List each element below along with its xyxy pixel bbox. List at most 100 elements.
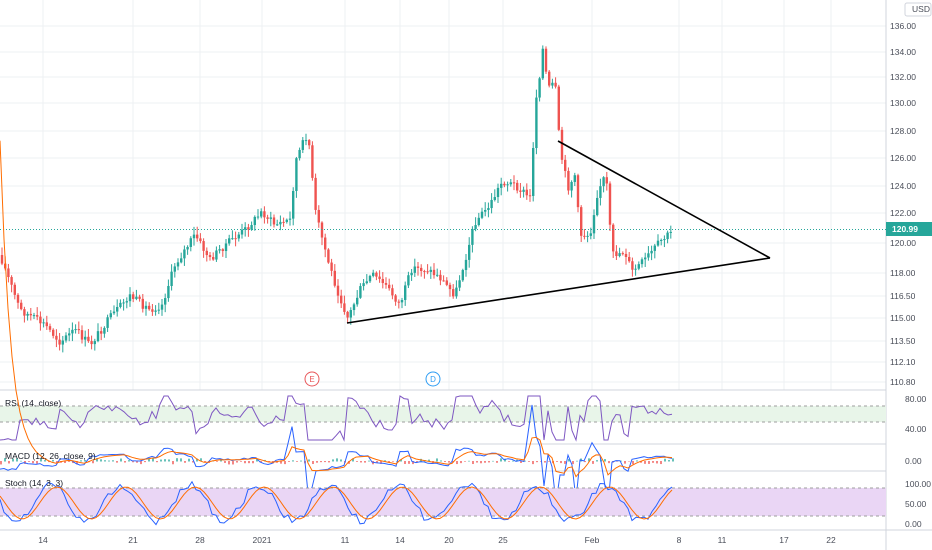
macd-histogram-bar (36, 461, 38, 464)
macd-histogram-bar (480, 461, 482, 464)
macd-histogram-bar (180, 458, 182, 462)
macd-histogram-bar (608, 461, 610, 464)
price-axis[interactable]: USD 136.00 134.00 132.00 130.00 128.00 126.00… (890, 2, 932, 387)
macd-histogram-bar (132, 461, 134, 463)
candle-body (612, 224, 615, 252)
candle-body (74, 329, 77, 331)
candle-body (71, 329, 74, 334)
macd-pane[interactable]: MACD (12, 26, close, 9) 0.00 (0, 140, 922, 504)
macd-label[interactable]: MACD (12, 26, close, 9) (5, 451, 96, 461)
macd-histogram-bar (40, 458, 42, 462)
last-price-value: 120.99 (892, 224, 918, 234)
candle-body (320, 222, 324, 238)
candle-body (554, 82, 557, 87)
macd-histogram-bar (620, 460, 622, 462)
candle-body (301, 140, 304, 150)
macd-histogram-bar (316, 461, 318, 463)
candle-body (512, 182, 516, 184)
candle-body (196, 234, 199, 239)
candle-body (93, 341, 96, 345)
candle-body (490, 199, 493, 209)
candle-body (416, 266, 420, 268)
macd-histogram-bar (576, 460, 578, 462)
candle-body (311, 145, 314, 178)
candle-body (7, 268, 10, 278)
candle-body (272, 217, 276, 225)
rsi-pane[interactable]: RSI (14, close) 80.00 40.00 (0, 394, 927, 442)
price-axis-label: 124.00 (890, 181, 916, 191)
candle-body (583, 235, 586, 237)
candle-body (186, 246, 189, 250)
macd-histogram-bar (584, 461, 586, 463)
stoch-label[interactable]: Stoch (14, 3, 3) (5, 478, 63, 488)
candle-body (650, 250, 653, 254)
macd-histogram-bar (252, 461, 254, 464)
candle-body (439, 274, 442, 281)
support-trendline[interactable] (346, 257, 771, 324)
candle-body (112, 311, 116, 314)
macd-histogram-bar (392, 461, 394, 462)
event-marker-earnings[interactable]: E (304, 371, 320, 387)
macd-histogram-bar (664, 458, 666, 462)
candle-body (36, 315, 39, 317)
candle-body (666, 232, 669, 240)
candle-body (461, 270, 464, 281)
candle-body (500, 183, 503, 188)
currency-label[interactable]: USD (912, 4, 930, 14)
macd-signal-line (0, 140, 673, 478)
candle-body (52, 329, 55, 336)
macd-histogram-bar (320, 461, 322, 463)
candle-body (29, 313, 32, 316)
macd-histogram-bar (136, 461, 138, 463)
macd-histogram-bar (564, 461, 566, 464)
macd-histogram-bar (604, 459, 606, 462)
candle-body (208, 255, 212, 258)
candle-body (132, 294, 135, 299)
macd-histogram-bar (672, 458, 674, 462)
candle-body (26, 313, 29, 316)
macd-histogram-bar (456, 461, 458, 465)
candle-body (148, 305, 151, 310)
candle-body (644, 257, 647, 260)
candle-body (599, 186, 602, 198)
stoch-pane[interactable]: Stoch (14, 3, 3) 100.00 50.00 0.00 (0, 478, 931, 529)
candle-body (621, 253, 624, 255)
candle-body (605, 177, 608, 184)
macd-histogram-bar (504, 458, 506, 462)
macd-histogram-bar (336, 458, 338, 462)
candle-body (509, 182, 512, 185)
event-marker-dividend[interactable]: D (425, 371, 441, 387)
candle-body (308, 140, 311, 146)
macd-histogram-bar (492, 460, 494, 462)
candle-body (407, 275, 410, 286)
resistance-trendline[interactable] (557, 140, 771, 259)
macd-histogram-bar (652, 461, 654, 463)
candle-body (170, 271, 173, 286)
macd-histogram-bar (84, 460, 86, 462)
time-axis[interactable]: 14 21 28 2021 11 14 20 25 Feb 8 11 17 22 (38, 535, 836, 545)
candle-body (173, 266, 176, 272)
macd-histogram-bar (516, 459, 518, 462)
candle-body (266, 217, 269, 219)
macd-line (0, 404, 673, 504)
dividend-event-letter: D (430, 375, 436, 384)
macd-histogram-bar (64, 461, 66, 463)
macd-histogram-bar (352, 458, 354, 462)
rsi-level-80: 80.00 (905, 394, 927, 404)
macd-histogram-bar (536, 461, 538, 463)
macd-histogram-bar (384, 460, 386, 462)
candle-body (487, 208, 490, 210)
rsi-level-40: 40.00 (905, 424, 927, 434)
price-axis-label: 115.00 (890, 313, 916, 323)
candle-body (381, 278, 384, 284)
candle-body (180, 258, 183, 263)
macd-histogram-bar (464, 461, 466, 462)
macd-histogram-bar (156, 461, 158, 463)
macd-histogram-bar (528, 461, 530, 462)
macd-histogram-bar (436, 458, 438, 462)
rsi-label[interactable]: RSI (14, close) (5, 398, 61, 408)
stoch-level-100: 100.00 (905, 479, 931, 489)
candle-body (426, 271, 429, 273)
candle-body (589, 233, 592, 236)
